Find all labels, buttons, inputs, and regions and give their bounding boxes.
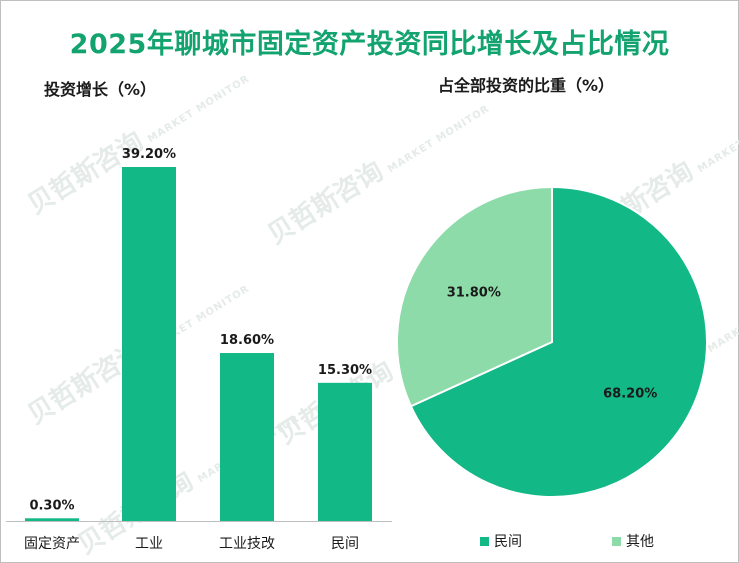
bar-data-label: 0.30% — [29, 498, 74, 513]
bar-data-label: 18.60% — [220, 333, 274, 348]
pie-slice — [409, 185, 708, 498]
bar — [25, 518, 79, 521]
legend-label-other: 其他 — [626, 534, 654, 550]
x-tick-label: 固定资产 — [24, 536, 80, 552]
bar-data-label: 15.30% — [318, 363, 372, 378]
legend-item-other: 其他 — [612, 531, 654, 551]
x-tick-label: 工业 — [135, 536, 163, 552]
chart-title: 2025年聊城市固定资产投资同比增长及占比情况 — [69, 29, 670, 60]
x-tick-label: 工业技改 — [219, 536, 275, 552]
legend-swatch-private — [480, 536, 489, 546]
pie-slice — [396, 185, 553, 408]
pie-data-label: 31.80% — [447, 286, 501, 301]
bar-data-label: 39.20% — [122, 147, 176, 162]
x-tick-label: 民间 — [331, 536, 359, 552]
legend-swatch-other — [612, 536, 621, 546]
pie-chart-title: 占全部投资的比重（%） — [438, 76, 615, 95]
legend-item-private: 民间 — [480, 531, 522, 551]
legend-label-private: 民间 — [494, 534, 522, 550]
bar — [318, 382, 372, 521]
bar — [122, 167, 176, 521]
bar-chart-title: 投资增长（%） — [44, 80, 157, 99]
pie-data-label: 68.20% — [603, 386, 657, 401]
bar — [220, 353, 274, 521]
